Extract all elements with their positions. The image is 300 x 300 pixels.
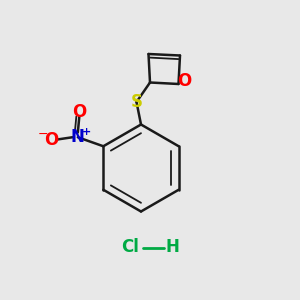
Text: N: N xyxy=(71,128,85,146)
Text: O: O xyxy=(44,131,58,148)
Text: Cl: Cl xyxy=(122,238,140,256)
Text: −: − xyxy=(38,128,49,141)
Text: O: O xyxy=(72,103,86,121)
Text: H: H xyxy=(166,238,179,256)
Text: O: O xyxy=(177,72,191,90)
Text: S: S xyxy=(130,93,142,111)
Text: +: + xyxy=(82,127,92,137)
